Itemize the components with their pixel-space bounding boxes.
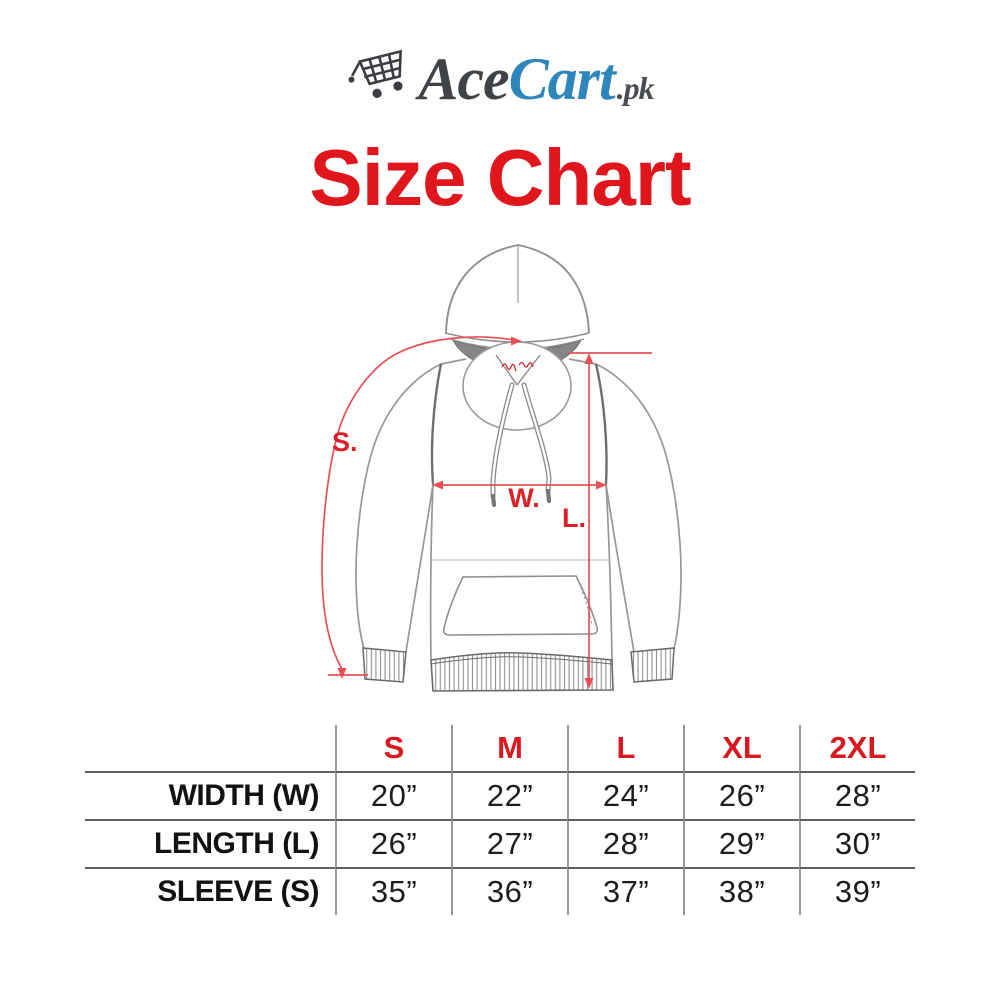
size-column-header: M	[451, 725, 567, 771]
size-column-header: L	[567, 725, 683, 771]
hoodie-diagram: S. W. L.	[300, 233, 700, 713]
left-cuff	[362, 647, 407, 683]
hood-brand-signature	[501, 361, 534, 372]
page-title: Size Chart	[309, 133, 691, 222]
size-cell: 28”	[799, 771, 915, 819]
left-sleeve-outer	[355, 363, 442, 650]
hem-ribbing	[430, 651, 614, 692]
pocket-stitch	[578, 582, 593, 626]
size-cell: 30”	[799, 819, 915, 867]
size-cell: 38”	[683, 867, 799, 915]
size-column-header: S	[335, 725, 451, 771]
size-cell: 20”	[335, 771, 451, 819]
collar-v-notch	[495, 354, 541, 386]
right-sleeve-outer	[595, 363, 682, 650]
brand-wordmark: Ace Cart .pk	[418, 45, 655, 114]
length-label: L.	[562, 503, 586, 533]
kangaroo-pocket	[442, 575, 599, 636]
row-label-sleeve: SLEEVE (S)	[85, 867, 335, 915]
size-cell: 22”	[451, 771, 567, 819]
size-cell: 26”	[335, 819, 451, 867]
size-cell: 29”	[683, 819, 799, 867]
left-aglet	[490, 493, 497, 508]
row-label-length: LENGTH (L)	[85, 819, 335, 867]
width-label: W.	[508, 483, 540, 513]
brand-part-ace: Ace	[418, 46, 509, 112]
size-cell: 24”	[567, 771, 683, 819]
size-column-header: XL	[683, 725, 799, 771]
right-armhole-seam	[594, 363, 608, 485]
right-sleeve-inner	[605, 483, 635, 653]
size-cell: 26”	[683, 771, 799, 819]
right-cuff	[630, 647, 675, 683]
body-left-edge	[429, 483, 434, 661]
body-right-edge	[605, 483, 613, 661]
left-armhole-seam	[430, 363, 443, 485]
brand-part-cart: Cart	[508, 46, 616, 112]
sleeve-measurement-line	[321, 336, 522, 679]
size-cell: 27”	[451, 819, 567, 867]
sleeve-label: S.	[332, 427, 358, 457]
shopping-cart-icon	[348, 49, 403, 98]
drawstrings	[490, 382, 552, 508]
brand-suffix-pk: .pk	[616, 70, 655, 106]
size-cell: 35”	[335, 867, 451, 915]
right-aglet	[545, 488, 552, 504]
size-cell: 28”	[567, 819, 683, 867]
size-table: S M L XL 2XL WIDTH (W) 20” 22” 24” 26” 2…	[85, 725, 915, 915]
collar	[462, 341, 572, 431]
size-cell: 36”	[451, 867, 567, 915]
length-measurement-line	[568, 352, 652, 689]
size-column-header: 2XL	[799, 725, 915, 771]
size-cell: 37”	[567, 867, 683, 915]
table-corner-cell	[85, 725, 335, 771]
width-measurement-line	[432, 480, 607, 490]
row-label-width: WIDTH (W)	[85, 771, 335, 819]
size-cell: 39”	[799, 867, 915, 915]
brand-logo: Ace Cart .pk	[0, 40, 1000, 114]
left-sleeve-inner	[405, 483, 434, 653]
